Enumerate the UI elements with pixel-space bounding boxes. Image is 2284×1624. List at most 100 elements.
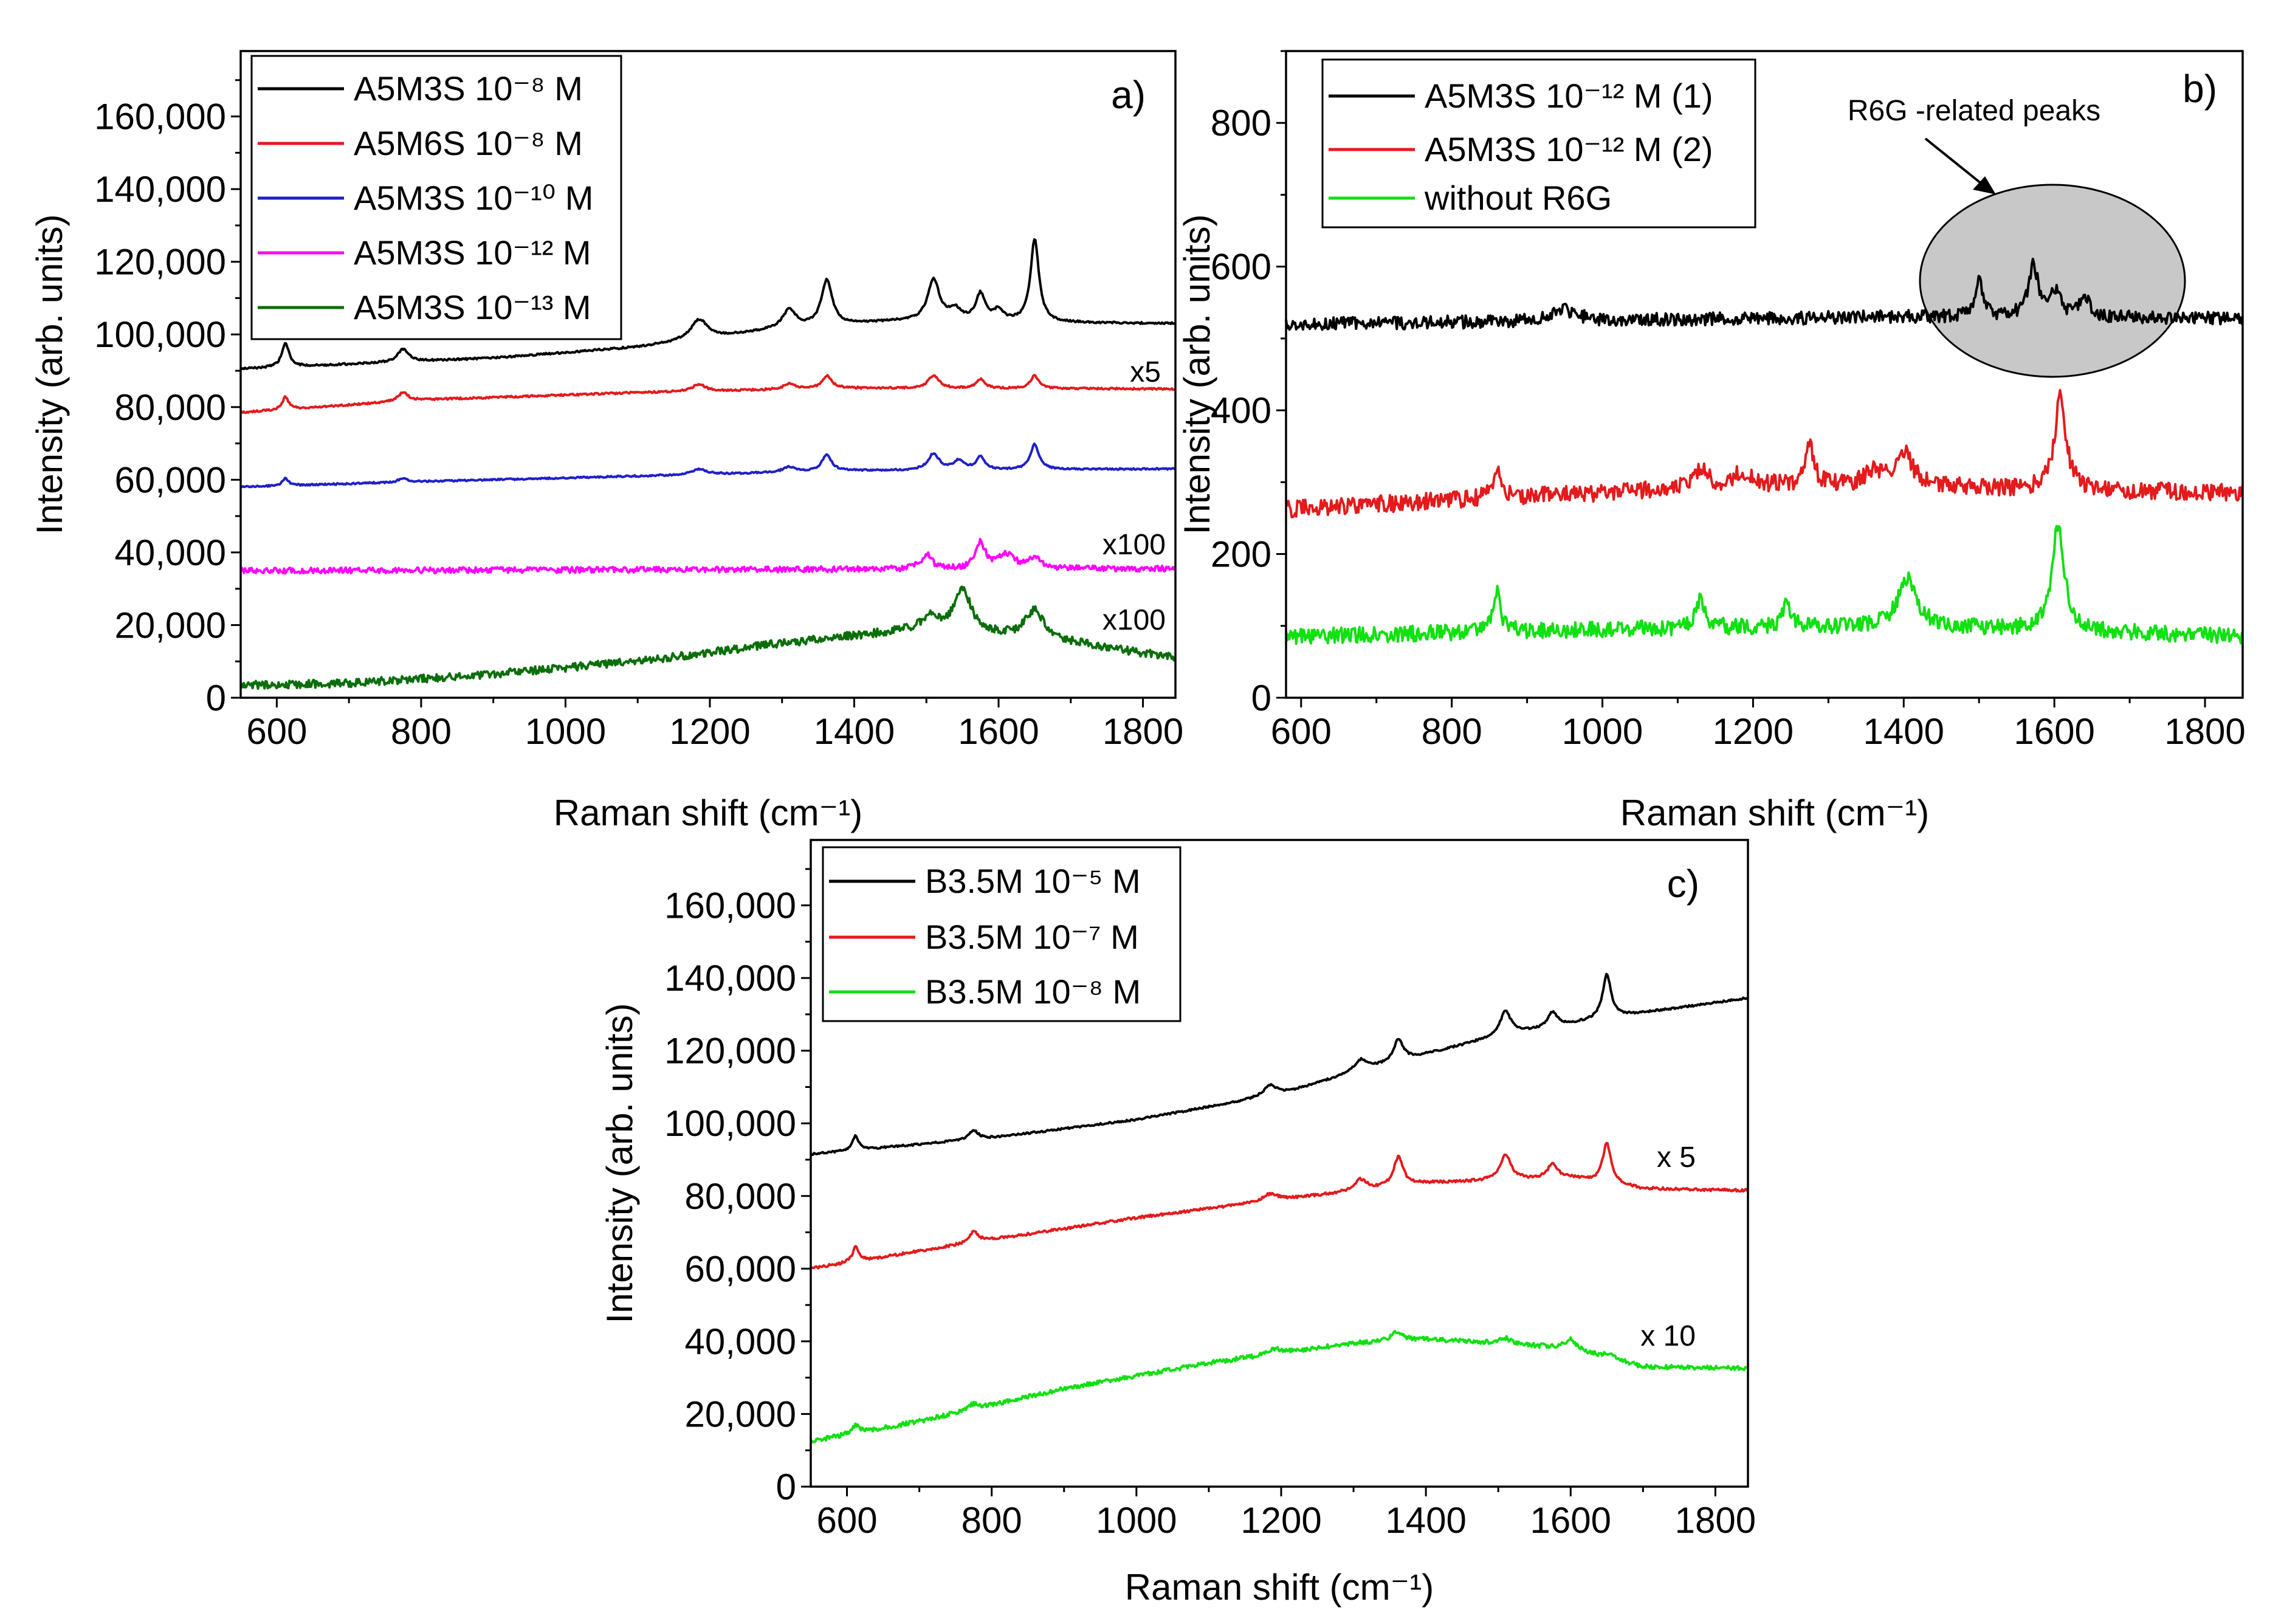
panel-a-y-tick-label: 40,000 bbox=[114, 532, 226, 573]
panel-b-series-2-line bbox=[1285, 389, 2243, 518]
panel-b-series-1-line bbox=[1285, 258, 2243, 331]
panel-b-label: b) bbox=[2183, 67, 2217, 111]
panel-b-series-layer bbox=[1285, 258, 2243, 645]
panel-a-x-tick-label: 1400 bbox=[814, 711, 895, 752]
panel-b-x-tick-label: 1000 bbox=[1562, 711, 1643, 752]
panel-b-y-tick-label: 800 bbox=[1211, 103, 1271, 143]
panel-b-legend: A5M3S 10⁻¹² M (1) A5M3S 10⁻¹² M (2) with… bbox=[1321, 58, 1756, 229]
panel-c-y-tick-label: 40,000 bbox=[684, 1321, 796, 1362]
panel-a-label: a) bbox=[1111, 73, 1146, 117]
panel-a-scale-annotation-1: x5 bbox=[1130, 356, 1161, 388]
panel-c-y-tick-label: 160,000 bbox=[664, 886, 796, 926]
panel-c-y-tick-label: 80,000 bbox=[684, 1176, 796, 1217]
panel-b-annotation-arrow bbox=[1924, 137, 1983, 185]
panel-b-annotation-arrowhead bbox=[1973, 176, 1996, 194]
panel-a-legend-label-2: A5M6S 10⁻⁸ M bbox=[354, 124, 583, 162]
panel-a-x-tick-label: 800 bbox=[391, 711, 452, 752]
panel-a-y-tick-label: 0 bbox=[206, 678, 226, 718]
panel-a-series-2-line bbox=[240, 374, 1176, 415]
panel-c-x-tick-label: 800 bbox=[961, 1500, 1022, 1541]
panel-b-legend-label-3: without R6G bbox=[1424, 179, 1612, 217]
panel-c-legend-label-3: B3.5M 10⁻⁸ M bbox=[925, 972, 1141, 1011]
panel-c-legend: B3.5M 10⁻⁵ M B3.5M 10⁻⁷ M B3.5M 10⁻⁸ M bbox=[822, 846, 1182, 1022]
panel-c-legend-label-1: B3.5M 10⁻⁵ M bbox=[925, 862, 1141, 900]
panel-c-series-3-line bbox=[810, 1330, 1749, 1444]
panel-a-scale-annotation-2: x100 bbox=[1102, 529, 1166, 561]
panel-b-y-tick-label: 400 bbox=[1211, 390, 1271, 431]
panel-a-legend: A5M3S 10⁻⁸ M A5M6S 10⁻⁸ M A5M3S 10⁻¹⁰ M … bbox=[250, 55, 622, 340]
panel-c-y-tick-label: 100,000 bbox=[664, 1103, 796, 1144]
panel-a-series-layer bbox=[239, 238, 1177, 690]
panel-c-ticks: 600 800 1000 1200 1400 1600 1800 0 20,000 40,000 6… bbox=[664, 868, 1756, 1541]
panel-b-x-tick-label: 800 bbox=[1422, 711, 1482, 752]
panel-c-y-axis-title: Intensity (arb. units) bbox=[599, 1003, 640, 1324]
panel-c-y-tick-label: 140,000 bbox=[664, 958, 796, 999]
panel-a-ticks: 600 800 1000 1200 1400 1600 1800 0 20,000 40,000 6… bbox=[94, 79, 1183, 752]
panel-b-x-tick-label: 1200 bbox=[1713, 711, 1794, 752]
panel-b-legend-label-1: A5M3S 10⁻¹² M (1) bbox=[1425, 77, 1713, 115]
panel-a-x-axis-title: Raman shift (cm⁻¹) bbox=[554, 793, 862, 833]
panel-c-y-tick-label: 20,000 bbox=[684, 1394, 796, 1434]
panel-c-plot-frame bbox=[810, 839, 1749, 1488]
panel-c-legend-label-2: B3.5M 10⁻⁷ M bbox=[925, 918, 1139, 956]
panel-c-x-tick-label: 1800 bbox=[1675, 1500, 1756, 1541]
panel-c-label: c) bbox=[1667, 862, 1699, 906]
panel-a-x-tick-label: 1600 bbox=[958, 711, 1039, 752]
panel-b-x-tick-label: 1600 bbox=[2014, 711, 2094, 752]
panel-b-x-tick-label: 1800 bbox=[2164, 711, 2245, 752]
panel-c-x-tick-label: 600 bbox=[816, 1500, 877, 1541]
panel-a-series-5-line bbox=[239, 585, 1177, 690]
panel-c-series-layer bbox=[810, 972, 1749, 1444]
panel-a-y-tick-label: 20,000 bbox=[114, 605, 226, 645]
panel-c-scale-annotation-1: x 5 bbox=[1657, 1141, 1696, 1174]
panel-b-x-axis-title: Raman shift (cm⁻¹) bbox=[1620, 793, 1929, 833]
chart-panel-a: 600 800 1000 1200 1400 1600 1800 0 20,000 40,000 6… bbox=[29, 50, 1183, 833]
panel-c-y-tick-label: 60,000 bbox=[684, 1248, 796, 1289]
panel-c-x-axis-title: Raman shift (cm⁻¹) bbox=[1125, 1567, 1434, 1608]
panel-a-x-tick-label: 1200 bbox=[669, 711, 750, 752]
panel-c-series-2-line bbox=[810, 1141, 1749, 1270]
panel-b-y-tick-label: 200 bbox=[1211, 534, 1271, 575]
panel-a-legend-label-1: A5M3S 10⁻⁸ M bbox=[354, 69, 583, 108]
panel-b-ticks: 600 800 1000 1200 1400 1600 1800 0 200 400 600 800 bbox=[1211, 50, 2246, 752]
panel-b-x-tick-label: 600 bbox=[1271, 711, 1332, 752]
chart-panel-c: 600 800 1000 1200 1400 1600 1800 0 20,000 40,000 6… bbox=[599, 839, 1756, 1608]
panel-a-legend-label-3: A5M3S 10⁻¹⁰ M bbox=[354, 179, 593, 217]
panel-b-y-tick-label: 600 bbox=[1211, 247, 1271, 287]
panel-a-legend-label-5: A5M3S 10⁻¹³ M bbox=[354, 288, 591, 326]
panel-b-r6g-highlight-ellipse bbox=[1919, 184, 2186, 378]
panel-c-x-tick-label: 1600 bbox=[1530, 1500, 1611, 1541]
panel-c-y-tick-label: 120,000 bbox=[664, 1031, 796, 1072]
chart-panel-b: 600 800 1000 1200 1400 1600 18000200400600800 … bbox=[1177, 50, 2246, 833]
panel-a-y-tick-label: 140,000 bbox=[94, 169, 226, 210]
panel-b-plot-frame bbox=[1285, 50, 2244, 699]
panel-a-x-tick-label: 1800 bbox=[1102, 711, 1183, 752]
panel-c-x-tick-label: 1200 bbox=[1240, 1500, 1321, 1541]
panel-a-y-tick-label: 80,000 bbox=[114, 387, 226, 428]
panel-a-y-tick-label: 160,000 bbox=[94, 97, 226, 137]
panel-b-r6g-annotation: R6G -related peaks bbox=[1848, 95, 2100, 127]
panel-a-x-tick-label: 1000 bbox=[525, 711, 606, 752]
panel-a-series-4-line bbox=[239, 537, 1177, 575]
panel-c-y-tick-label: 0 bbox=[776, 1467, 796, 1507]
panel-c-scale-annotation-2: x 10 bbox=[1640, 1320, 1696, 1352]
panel-a-y-tick-label: 100,000 bbox=[94, 314, 226, 355]
panel-b-y-tick-label: 0 bbox=[1251, 678, 1271, 718]
panel-c-series-1-line bbox=[810, 972, 1749, 1156]
panel-a-y-axis-title: Intensity (arb. units) bbox=[29, 215, 70, 535]
panel-a-x-tick-label: 600 bbox=[246, 711, 307, 752]
panel-a-plot-frame bbox=[239, 50, 1177, 699]
panel-b-series-3-line bbox=[1285, 525, 2243, 645]
panel-c-x-tick-label: 1000 bbox=[1096, 1500, 1177, 1541]
panel-b-x-tick-label: 1400 bbox=[1863, 711, 1944, 752]
panel-a-series-1-line bbox=[239, 238, 1176, 371]
panel-c-x-tick-label: 1400 bbox=[1385, 1500, 1466, 1541]
panel-b-y-axis-title: Intensity (arb. units) bbox=[1177, 215, 1217, 535]
panel-a-y-tick-label: 120,000 bbox=[94, 242, 226, 283]
panel-b-legend-label-2: A5M3S 10⁻¹² M (2) bbox=[1425, 130, 1713, 168]
panel-a-scale-annotation-3: x100 bbox=[1102, 604, 1166, 636]
panel-a-series-3-line bbox=[240, 442, 1176, 489]
panel-a-legend-label-4: A5M3S 10⁻¹² M bbox=[354, 233, 591, 272]
panel-a-y-tick-label: 60,000 bbox=[114, 459, 226, 500]
